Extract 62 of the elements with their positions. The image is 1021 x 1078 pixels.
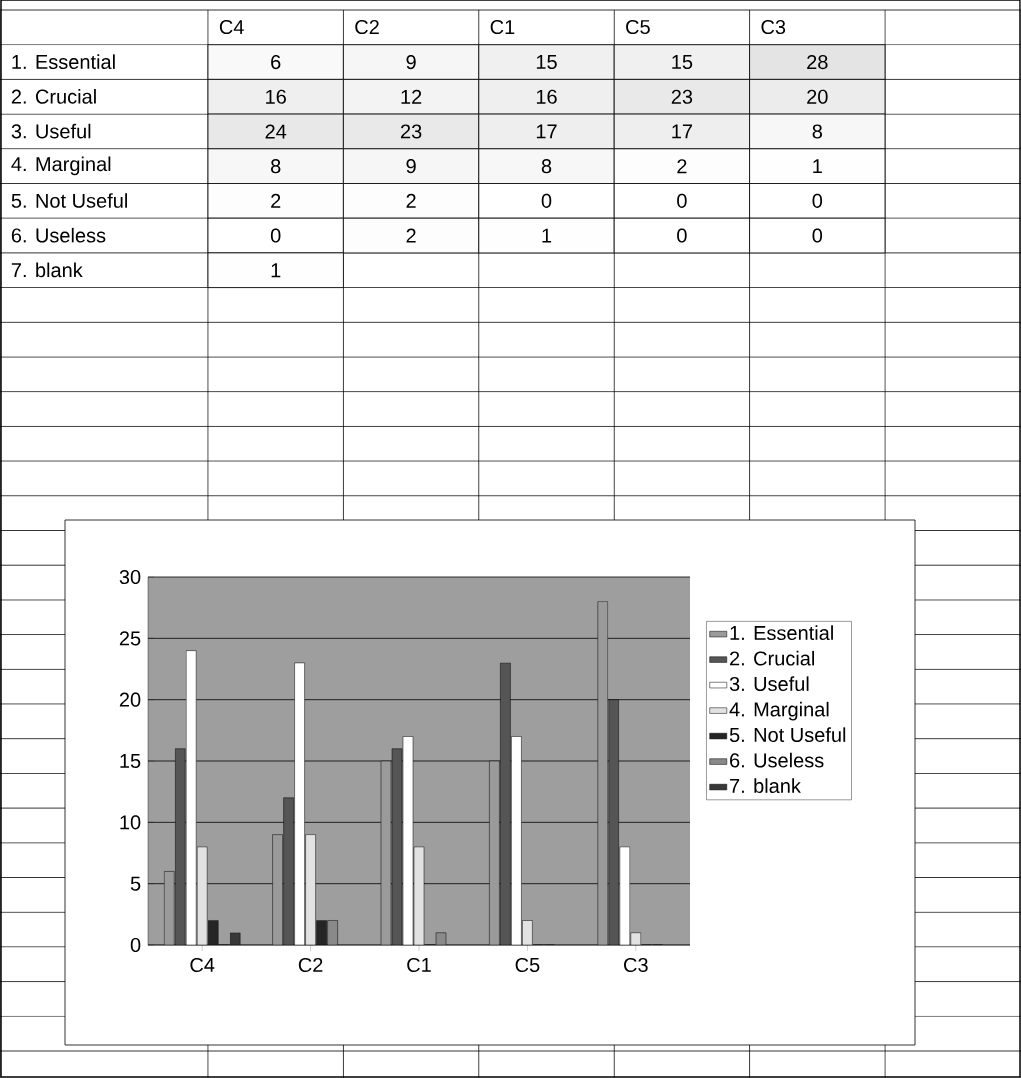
data-label: 0 xyxy=(812,228,823,243)
y-tick-label: 5. Not Useful xyxy=(11,193,127,208)
data-label: 15 xyxy=(672,55,693,70)
data-label: 1 xyxy=(271,263,281,278)
data-label: 8 xyxy=(812,124,822,139)
legend-label: 1. Essential xyxy=(730,625,833,641)
data-label: 1 xyxy=(813,159,822,174)
data-label: 0 xyxy=(541,193,552,208)
data-label: 12 xyxy=(401,89,422,104)
legend-label: 5. Not Useful xyxy=(729,727,846,743)
legend-label: 6. Useless xyxy=(730,752,824,768)
data-label: 23 xyxy=(400,124,422,139)
data-label: 0 xyxy=(677,193,687,208)
data-label: 0 xyxy=(270,228,281,243)
data-label: 15 xyxy=(536,55,557,70)
data-label: 24 xyxy=(265,124,287,139)
data-label: 0 xyxy=(677,228,687,243)
x-tick-label: C4 xyxy=(219,19,244,35)
y-tick-label: 10 xyxy=(120,815,141,830)
data-label: 23 xyxy=(671,89,693,104)
y-tick-label: 25 xyxy=(119,631,141,646)
data-label: 0 xyxy=(812,193,823,208)
data-label: 2 xyxy=(406,193,416,208)
x-tick-label: C3 xyxy=(761,19,786,35)
data-label: 17 xyxy=(672,124,693,139)
y-tick-label: 1. Essential xyxy=(12,54,115,70)
x-tick-label: C5 xyxy=(626,19,650,35)
legend-label: 4. Marginal xyxy=(729,701,829,721)
data-label: 6 xyxy=(271,54,281,70)
y-tick-label: 6. Useless xyxy=(11,227,106,243)
x-tick-label: C2 xyxy=(355,19,379,35)
data-label: 17 xyxy=(536,124,557,139)
data-label: 20 xyxy=(807,89,828,104)
x-tick-label: C1 xyxy=(490,19,515,35)
legend-label: 3. Useful xyxy=(729,676,809,692)
x-tick-label: C5 xyxy=(515,957,540,973)
data-label: 28 xyxy=(807,54,828,70)
legend-label: 2. Crucial xyxy=(730,650,814,666)
data-label: 16 xyxy=(536,89,557,104)
y-tick-label: 5 xyxy=(130,876,141,891)
data-label: 2 xyxy=(677,159,687,174)
data-label: 9 xyxy=(406,159,416,174)
y-tick-label: 4. Marginal xyxy=(11,156,111,176)
x-tick-label: C1 xyxy=(407,957,431,973)
x-tick-label: C3 xyxy=(624,957,648,973)
x-tick-label: C2 xyxy=(298,957,323,973)
legend-label: 7. blank xyxy=(730,778,801,793)
y-tick-label: 0 xyxy=(130,937,141,953)
data-label: 8 xyxy=(271,159,281,174)
data-label: 16 xyxy=(266,89,286,104)
y-tick-label: 20 xyxy=(119,692,141,707)
data-label: 9 xyxy=(406,54,416,70)
y-tick-label: 30 xyxy=(119,569,141,585)
y-tick-label: 15 xyxy=(120,754,141,768)
y-tick-label: 2. Crucial xyxy=(11,89,96,104)
data-label: 2 xyxy=(271,193,281,208)
data-label: 2 xyxy=(406,228,416,243)
data-label: 8 xyxy=(541,159,552,174)
data-label: 1 xyxy=(542,228,552,243)
y-tick-label: 7. blank xyxy=(11,262,83,278)
y-tick-label: 3. Useful xyxy=(11,123,91,139)
x-tick-label: C4 xyxy=(190,957,215,973)
